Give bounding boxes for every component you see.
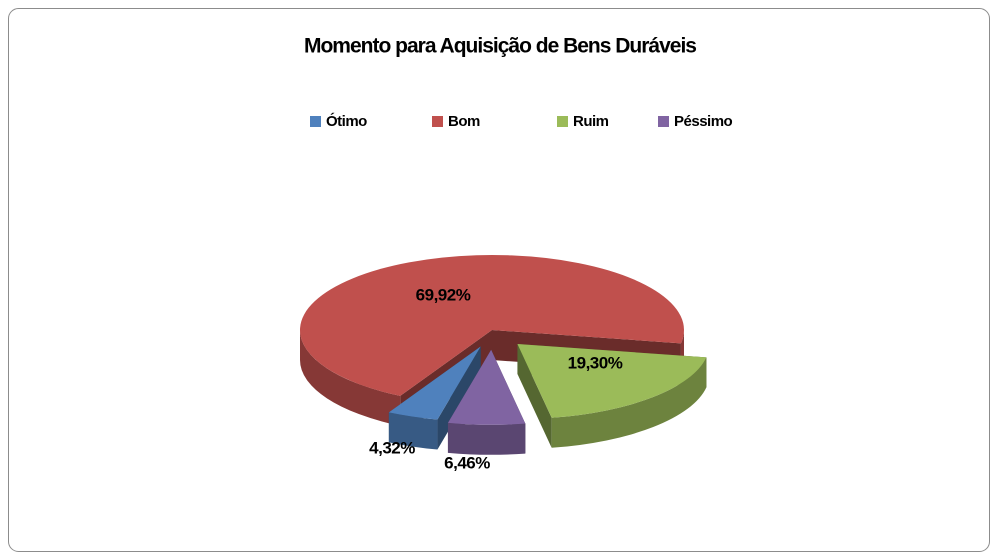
legend-label: Ruim bbox=[573, 113, 609, 130]
data-label: 69,92% bbox=[416, 285, 471, 304]
slice bbox=[447, 349, 526, 425]
legend-swatch bbox=[432, 116, 443, 127]
slice bbox=[300, 254, 685, 396]
slice-wall bbox=[300, 330, 401, 426]
slice-wall bbox=[447, 422, 526, 455]
slice-wall bbox=[551, 357, 707, 448]
data-label: 6,46% bbox=[444, 453, 490, 472]
legend-swatch bbox=[310, 116, 321, 127]
slice bbox=[517, 344, 707, 418]
chart-title: Momento para Aquisição de Bens Duráveis bbox=[304, 35, 696, 58]
legend-swatch bbox=[557, 116, 568, 127]
slice-side bbox=[517, 344, 552, 448]
data-label: 19,30% bbox=[568, 353, 623, 372]
legend-label: Ótimo bbox=[326, 112, 367, 130]
data-label: 4,32% bbox=[369, 438, 415, 457]
legend-label: Bom bbox=[448, 113, 480, 130]
legend-swatch bbox=[658, 116, 669, 127]
pie: 4,32% 69,92% 19,30% 6,46% bbox=[300, 254, 707, 472]
legend: Ótimo Bom Ruim Péssimo bbox=[310, 112, 733, 130]
slice bbox=[388, 346, 481, 420]
slice-wall bbox=[388, 412, 438, 450]
legend-label: Péssimo bbox=[674, 113, 733, 130]
